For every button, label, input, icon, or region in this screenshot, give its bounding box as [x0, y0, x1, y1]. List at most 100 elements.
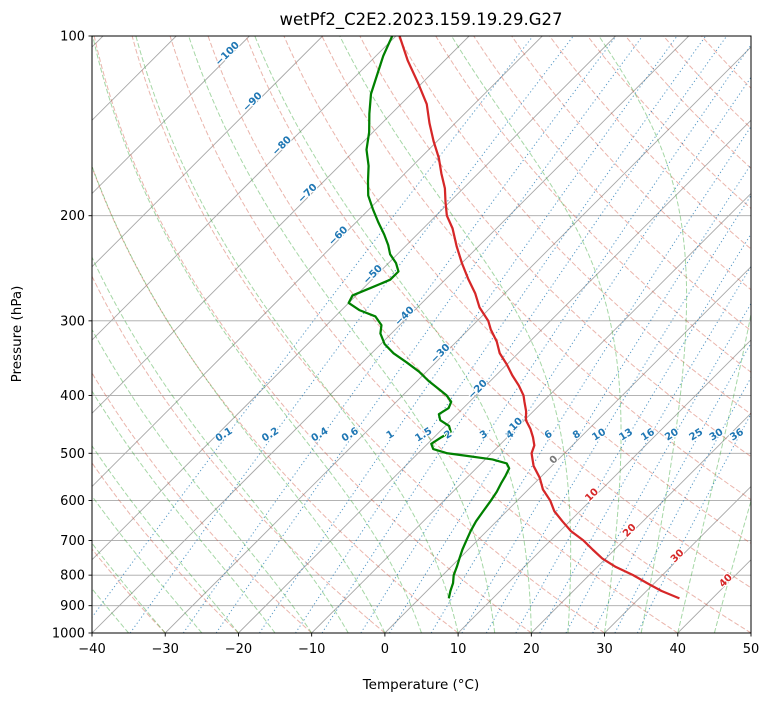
isotherm-line — [677, 559, 751, 633]
moist-adiabat-line — [750, 631, 751, 633]
isotherm-line — [92, 36, 250, 195]
x-axis-label: Temperature (°C) — [362, 677, 480, 693]
sounding-profiles — [347, 36, 680, 600]
isotherm-label: −40 — [393, 305, 417, 329]
moist-adiabat-line — [339, 36, 572, 633]
dry-adiabat-line — [131, 36, 605, 633]
isotherm-line — [384, 266, 751, 633]
x-tick-label: 50 — [743, 642, 760, 657]
dry-adiabat-line — [549, 36, 751, 250]
background-lines — [92, 36, 751, 633]
y-tick-label: 600 — [60, 494, 85, 509]
moist-adiabat-line — [188, 36, 496, 633]
chart-title: wetPf2_C2E2.2023.159.19.29.G27 — [279, 10, 562, 30]
isotherm-line — [92, 36, 690, 633]
mixing-ratio-label: 0.6 — [340, 426, 361, 445]
mixing-ratio-line — [259, 36, 678, 633]
dry-adiabat-line — [169, 36, 679, 633]
moist-adiabat-line — [598, 36, 688, 633]
isotherm-label: −70 — [296, 182, 320, 206]
dry-adiabat-line — [207, 36, 751, 633]
x-tick-label: 30 — [596, 642, 613, 657]
dry-adiabat-line — [93, 36, 532, 633]
dry-adiabat-line — [359, 36, 751, 458]
mixing-ratio-line — [129, 36, 574, 633]
dry-adiabat-line — [283, 36, 751, 544]
moist-adiabat-line — [92, 36, 422, 633]
x-tick-label: −30 — [152, 642, 179, 657]
y-tick-label: 800 — [60, 569, 85, 584]
isotherm-label: 0 — [548, 454, 561, 467]
isotherm-line — [457, 339, 751, 633]
isotherm-label: −100 — [213, 40, 241, 68]
dry-adiabat-line — [92, 371, 313, 633]
dry-adiabat-line — [321, 36, 751, 501]
isotherm-line — [92, 36, 616, 561]
dry-adiabat-line — [663, 36, 751, 129]
mixing-ratio-line — [515, 233, 751, 633]
mixing-ratio-label: 36 — [728, 427, 746, 444]
isotherm-line — [92, 36, 397, 341]
mixing-ratio-label: 25 — [688, 427, 706, 444]
dry-adiabat-line — [473, 36, 751, 332]
dry-adiabat-line — [625, 36, 751, 169]
isotherm-line — [92, 36, 323, 268]
mixing-ratio-label: 2 — [442, 429, 454, 442]
isotherm-line — [750, 632, 751, 633]
isotherm-line — [92, 36, 177, 121]
mixing-ratio-line — [321, 36, 728, 633]
mixing-ratio-label: 1.5 — [413, 426, 434, 445]
mixing-ratio-line — [565, 302, 751, 633]
dewpoint-line — [347, 36, 511, 599]
temperature-line — [398, 36, 680, 600]
mixing-ratio-label: 6 — [543, 429, 555, 442]
y-tick-label: 900 — [60, 599, 85, 614]
moist-adiabat-line — [92, 495, 203, 633]
moist-adiabat-line — [451, 36, 622, 633]
plot-frame — [91, 35, 752, 634]
mixing-ratio-line — [430, 125, 751, 633]
mixing-ratio-label: 0.2 — [260, 426, 281, 445]
isotherm-line — [92, 36, 543, 488]
y-tick-label: 200 — [60, 209, 85, 224]
moist-adiabat-line — [254, 36, 532, 633]
mixing-ratio-label: 3 — [478, 429, 490, 442]
x-tick-label: 10 — [450, 642, 467, 657]
isotherm-label: 10 — [583, 486, 601, 504]
x-tick-label: −20 — [225, 642, 252, 657]
dry-adiabat-line — [92, 462, 239, 633]
moist-adiabat-line — [677, 311, 751, 633]
mixing-ratio-label: 8 — [571, 429, 583, 442]
dry-adiabat-line — [92, 275, 386, 633]
mixing-ratio-line — [461, 163, 751, 633]
mixing-ratio-line — [295, 36, 707, 633]
mixing-ratio-line — [485, 194, 751, 633]
mixing-ratio-label: 0.1 — [214, 426, 235, 445]
isotherm-label: −80 — [270, 134, 294, 158]
x-tick-label: −10 — [298, 642, 325, 657]
dry-adiabat-line — [701, 36, 751, 89]
isotherm-label: −90 — [241, 90, 265, 114]
isotherm-line — [604, 485, 751, 633]
mixing-ratio-line — [360, 44, 751, 633]
moist-adiabat-line — [713, 499, 751, 633]
y-axis-label: Pressure (hPa) — [9, 286, 25, 383]
dry-adiabat-line — [92, 165, 459, 633]
isotherm-line — [531, 412, 751, 633]
isotherm-label: −60 — [327, 224, 351, 248]
mixing-ratio-line — [388, 76, 751, 633]
mixing-ratio-label: 1 — [385, 429, 397, 442]
isotherm-line — [311, 192, 751, 633]
y-tick-label: 700 — [60, 534, 85, 549]
moist-adiabat-line — [92, 390, 276, 633]
x-tick-label: 0 — [381, 642, 389, 657]
dry-adiabat-line — [397, 36, 751, 415]
y-tick-label: 400 — [60, 389, 85, 404]
y-tick-label: 1000 — [52, 627, 85, 642]
moist-adiabat-line — [92, 444, 239, 633]
dry-adiabat-line — [435, 36, 751, 373]
y-tick-label: 500 — [60, 447, 85, 462]
